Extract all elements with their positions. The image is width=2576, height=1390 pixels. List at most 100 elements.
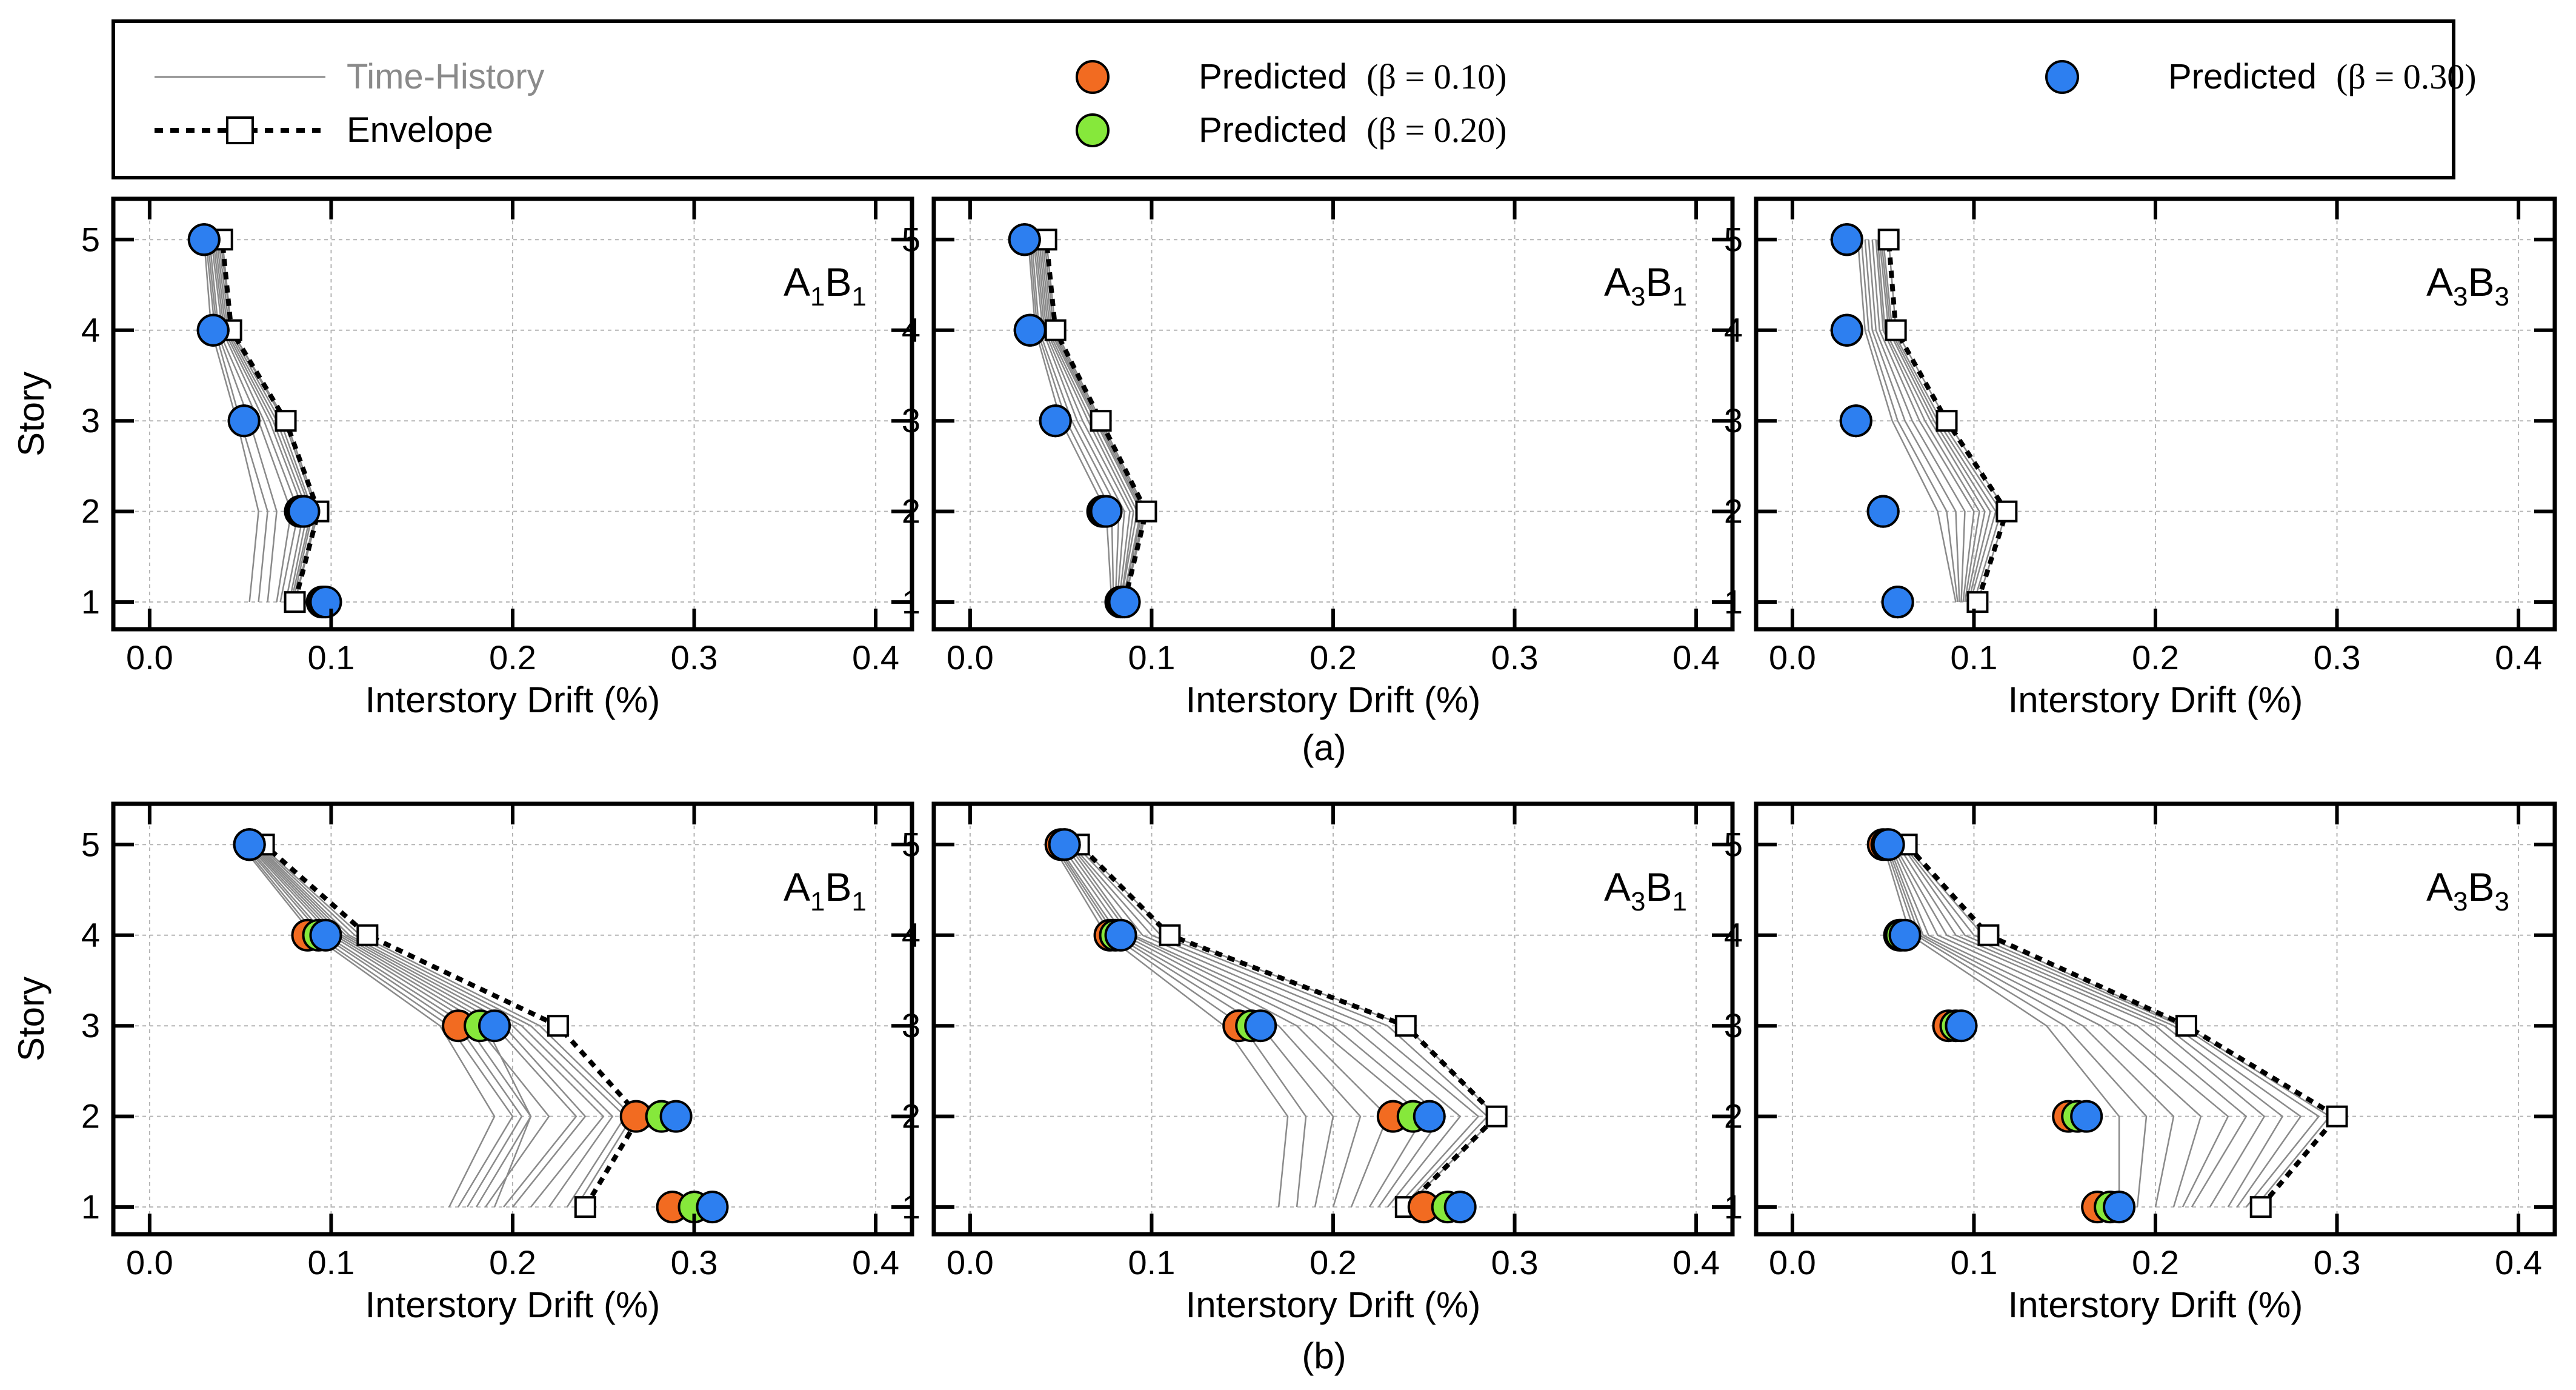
time-history-line — [1879, 239, 1991, 603]
y-tick-label: 2 — [1724, 1097, 1743, 1135]
y-tick-label: 2 — [81, 492, 100, 530]
panel-label-subscript: 3 — [2495, 887, 2509, 917]
time-history-line — [1875, 239, 1980, 603]
envelope-marker — [1159, 924, 1181, 946]
panel-label-letter: A — [784, 259, 810, 304]
legend-beta-020-text: Predicted — [1199, 110, 1347, 150]
envelope-marker — [1885, 319, 1907, 341]
x-tick-label: 0.1 — [1128, 638, 1176, 677]
envelope-marker — [284, 591, 306, 613]
y-tick-label: 3 — [1724, 1006, 1743, 1044]
y-tick-label: 5 — [902, 825, 920, 863]
y-axis-label: Story — [11, 977, 52, 1061]
y-tick-label: 3 — [81, 401, 100, 439]
time-history-line — [1034, 239, 1131, 603]
y-tick-label: 5 — [1724, 220, 1743, 258]
predicted-beta-030-point — [1830, 313, 1863, 347]
y-tick-label: 1 — [1724, 583, 1743, 621]
legend-beta-010-marker — [1076, 60, 1110, 94]
y-tick-label: 2 — [81, 1097, 100, 1135]
panel-label-subscript: 1 — [1672, 887, 1687, 917]
y-tick-label: 4 — [81, 311, 100, 349]
predicted-beta-030-point — [1839, 404, 1872, 438]
x-tick-label: 0.2 — [1310, 638, 1357, 677]
x-tick-label: 0.1 — [1128, 1243, 1176, 1281]
time-history-line — [1857, 239, 1957, 603]
envelope-marker — [1935, 410, 1958, 432]
predicted-beta-030-point — [1013, 313, 1047, 347]
y-tick-label: 4 — [1724, 916, 1743, 954]
legend-envelope-marker — [226, 116, 254, 144]
x-tick-label: 0.4 — [2495, 1243, 2542, 1281]
legend-beta-010-param: (β = 0.10) — [1366, 57, 1506, 96]
predicted-beta-030-point — [1048, 828, 1081, 861]
panel-label-subscript: 3 — [2453, 282, 2468, 312]
x-tick-label: 0.2 — [2132, 1243, 2179, 1281]
y-tick-label: 4 — [902, 311, 920, 349]
x-tick-label: 0.2 — [1310, 1243, 1357, 1281]
envelope-marker — [275, 410, 297, 432]
time-history-line — [1067, 844, 1443, 1208]
predicted-beta-030-point — [1888, 918, 1922, 952]
time-history-line — [1886, 844, 2175, 1208]
time-history-line — [1884, 844, 2148, 1208]
y-tick-label: 2 — [902, 492, 920, 530]
predicted-beta-030-point — [2103, 1191, 2136, 1224]
legend-beta-030-marker — [2045, 60, 2079, 94]
predicted-beta-030-point — [1830, 223, 1863, 256]
panel-label: A3B1 — [1604, 259, 1687, 312]
panel-b-2: 0.0 0.1 0.2 0.3 0.4 1 2 3 4 5 Interstory Drift (%)… — [902, 801, 1735, 1325]
x-tick-label: 0.2 — [2132, 638, 2179, 677]
predicted-beta-030-point — [233, 828, 266, 861]
x-tick-label: 0.2 — [489, 1243, 536, 1281]
time-history-line — [1056, 844, 1362, 1208]
x-tick-label: 0.3 — [2314, 1243, 2361, 1281]
x-axis-label: Interstory Drift (%) — [365, 680, 661, 720]
predicted-beta-030-point — [227, 404, 261, 438]
predicted-beta-030-point — [1945, 1009, 1978, 1043]
time-history-line — [1877, 239, 1986, 603]
x-tick-label: 0.1 — [308, 1243, 355, 1281]
legend-beta-020-param: (β = 0.20) — [1366, 110, 1506, 150]
predicted-beta-030-point — [309, 586, 342, 619]
envelope-marker — [1090, 410, 1112, 432]
x-tick-label: 0.3 — [1491, 638, 1539, 677]
envelope-marker — [547, 1015, 569, 1037]
x-tick-label: 0.4 — [852, 1243, 899, 1281]
time-history-line — [1893, 844, 2266, 1208]
envelope-marker — [2175, 1015, 2197, 1037]
envelope-marker — [2249, 1196, 2272, 1218]
legend-beta-020-label: Predicted (β = 0.20) — [1199, 110, 1507, 150]
y-tick-label: 1 — [1724, 1188, 1743, 1226]
panel-label-subscript: 3 — [2453, 887, 2468, 917]
predicted-beta-030-point — [1881, 586, 1914, 619]
y-tick-label: 5 — [1724, 825, 1743, 863]
panel-label: A1B1 — [784, 259, 867, 312]
y-tick-label: 4 — [81, 916, 100, 954]
time-history-line — [1889, 844, 2229, 1208]
x-tick-label: 0.0 — [947, 1243, 994, 1281]
time-history-line — [1071, 844, 1480, 1208]
time-history-line — [1074, 844, 1489, 1208]
x-tick-label: 0.4 — [2495, 638, 2542, 677]
x-tick-label: 0.3 — [671, 1243, 718, 1281]
legend-beta-010-text: Predicted — [1199, 57, 1347, 96]
x-axis-label: Interstory Drift (%) — [365, 1285, 661, 1325]
envelope-marker — [1044, 319, 1067, 341]
panel-label-letter: A — [2426, 259, 2453, 304]
time-history-line — [239, 844, 496, 1208]
legend-beta-010-label: Predicted (β = 0.10) — [1199, 57, 1507, 96]
x-tick-label: 0.3 — [2314, 638, 2361, 677]
predicted-beta-030-point — [478, 1009, 511, 1043]
x-tick-label: 0.4 — [1672, 638, 1720, 677]
envelope-marker — [2326, 1105, 2348, 1128]
time-history-line — [210, 239, 299, 603]
y-tick-label: 5 — [81, 825, 100, 863]
panel-label-letter: B — [1645, 259, 1672, 304]
panel-label-subscript: 1 — [810, 887, 825, 917]
time-history-line — [1033, 239, 1125, 603]
envelope-marker — [1485, 1105, 1508, 1128]
panel-label-letter: A — [1604, 864, 1631, 909]
x-tick-label: 0.4 — [1672, 1243, 1720, 1281]
envelope-marker — [1966, 591, 1989, 613]
